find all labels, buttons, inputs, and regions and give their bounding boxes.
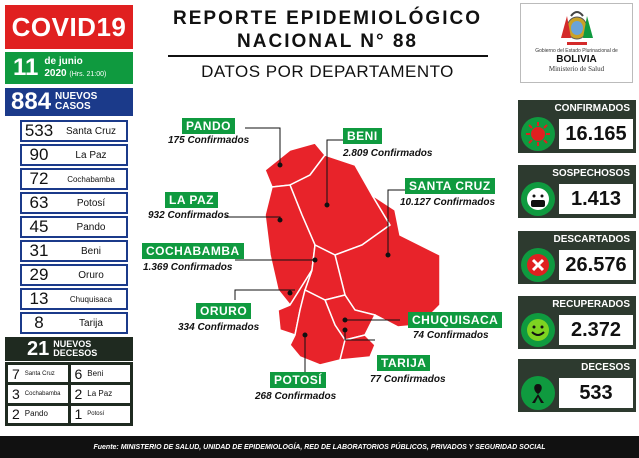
region-santacruz: [334, 194, 441, 328]
label-santacruz: SANTA CRUZ: [405, 178, 495, 194]
list-item: 2 Pando: [8, 405, 68, 423]
list-item: 45 Pando: [20, 216, 128, 238]
recuperados-label: RECUPERADOS: [518, 296, 636, 312]
label-cochabamba: COCHABAMBA: [142, 243, 244, 259]
new-cases-label2: CASOS: [55, 101, 91, 112]
pointer-oruro: [234, 289, 295, 300]
conf-cochabamba: 1.369 Confirmados: [143, 262, 233, 273]
list-item: 72 Cochabamba: [20, 168, 128, 190]
list-item: 533 Santa Cruz: [20, 120, 128, 142]
confirmados-label: CONFIRMADOS: [518, 100, 636, 116]
x-mark-icon: [521, 248, 555, 282]
new-deaths-count: 21: [27, 337, 50, 360]
conf-chuquisaca: 74 Confirmados: [413, 330, 489, 341]
pointer-pando: [245, 127, 281, 165]
new-deaths-label2: DECESOS: [53, 348, 98, 358]
mask-face-icon: [521, 182, 555, 216]
ministry-logo: Gobierno del Estado Plurinacional de BOL…: [520, 3, 633, 83]
report-number: NACIONAL N° 88: [237, 31, 418, 52]
decesos-label: DECESOS: [518, 359, 636, 375]
list-item: 2 La Paz: [70, 385, 130, 403]
new-cases-label1: NUEVOS: [55, 91, 98, 102]
conf-beni: 2.809 Confirmados: [343, 148, 433, 159]
list-item: 6 Beni: [70, 365, 130, 383]
sospechosos-card: 1.413: [518, 180, 636, 218]
descartados-value: 26.576: [559, 250, 633, 280]
source-footer: Fuente: MINISTERIO DE SALUD, UNIDAD DE E…: [0, 436, 639, 458]
new-deaths-banner: 21 NUEVOS DECESOS: [5, 337, 133, 361]
new-deaths-label1: NUEVOS: [53, 339, 92, 349]
label-oruro: ORURO: [196, 303, 252, 319]
virus-icon: [521, 117, 555, 151]
label-lapaz: LA PAZ: [165, 192, 218, 208]
date-year: 2020: [44, 67, 67, 79]
recuperados-value: 2.372: [559, 315, 633, 345]
sospechosos-value: 1.413: [559, 184, 633, 214]
confirmados-card: 16.165: [518, 115, 636, 153]
conf-potosi: 268 Confirmados: [255, 391, 337, 402]
logo-country: BOLIVIA: [556, 54, 597, 65]
decesos-value: 533: [559, 378, 633, 408]
list-item: 90 La Paz: [20, 144, 128, 166]
pointer-beni: [326, 139, 350, 205]
descartados-label: DESCARTADOS: [518, 231, 636, 247]
report-title: REPORTE EPIDEMIOLÓGICO: [173, 8, 482, 29]
label-beni: BENI: [343, 128, 382, 144]
date-time: (Hrs. 21:00): [69, 70, 107, 78]
bolivia-map: [225, 127, 441, 376]
bolivia-emblem-icon: [560, 11, 593, 45]
report-date: 11 de junio 2020 (Hrs. 21:00): [5, 52, 133, 84]
conf-tarija: 77 Confirmados: [370, 374, 446, 385]
conf-lapaz: 932 Confirmados: [148, 210, 230, 221]
smile-icon: [521, 313, 555, 347]
sospechosos-label: SOSPECHOSOS: [518, 165, 636, 181]
conf-pando: 175 Confirmados: [168, 135, 250, 146]
list-item: 3 Cochabamba: [8, 385, 68, 403]
list-item: 13 Chuquisaca: [20, 288, 128, 310]
label-pando: PANDO: [182, 118, 235, 134]
logo-ministry: Ministerio de Salud: [548, 65, 605, 73]
list-item: 31 Beni: [20, 240, 128, 262]
mourning-ribbon-icon: [521, 376, 555, 410]
list-item: 7 Santa Cruz: [8, 365, 68, 383]
conf-santacruz: 10.127 Confirmados: [400, 197, 496, 208]
date-day: 11: [13, 54, 39, 81]
list-item: 1 Potosí: [70, 405, 130, 423]
confirmados-value: 16.165: [559, 119, 633, 149]
logo-government: Gobierno del Estado Plurinacional de: [535, 48, 618, 54]
decesos-card: 533: [518, 374, 636, 412]
pointer-santacruz: [387, 189, 405, 255]
list-item: 29 Oruro: [20, 264, 128, 286]
label-chuquisaca: CHUQUISACA: [408, 312, 503, 328]
region-tarija: [339, 334, 376, 361]
label-tarija: TARIJA: [377, 355, 431, 371]
new-cases-count: 884: [11, 88, 52, 115]
covid-title: COVID19: [5, 5, 133, 49]
report-subtitle: DATOS POR DEPARTAMENTO: [201, 62, 454, 81]
pointer-tarija: [344, 330, 375, 341]
department-cases-list: 533 Santa Cruz 90 La Paz 72 Cochabamba 63 Po…: [20, 120, 128, 336]
recuperados-card: 2.372: [518, 311, 636, 349]
descartados-card: 26.576: [518, 246, 636, 284]
label-potosi: POTOSÍ: [270, 372, 327, 388]
list-item: 8 Tarija: [20, 312, 128, 334]
conf-oruro: 334 Confirmados: [178, 322, 260, 333]
new-cases-banner: 884 NUEVOS CASOS: [5, 88, 133, 116]
divider: [168, 55, 488, 57]
list-item: 63 Potosí: [20, 192, 128, 214]
date-month: de junio: [44, 55, 83, 67]
